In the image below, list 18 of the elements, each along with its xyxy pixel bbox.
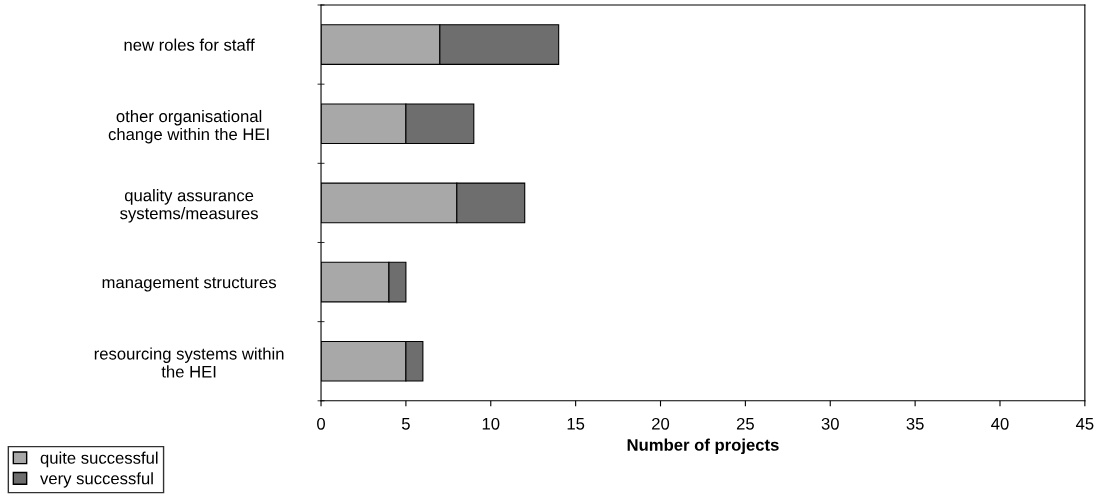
legend-label: very successful (40, 472, 153, 488)
legend-label: quite successful (40, 451, 158, 468)
y-tick-label: resourcing systems within the HEI (94, 347, 284, 378)
x-tick-label: 0 (317, 417, 326, 430)
x-axis-title: Number of projects (627, 438, 779, 455)
x-tick-label: 25 (736, 417, 754, 430)
y-tick-label: management structures (102, 277, 277, 292)
x-tick-label: 40 (991, 417, 1009, 430)
x-tick-label: 45 (1075, 418, 1094, 430)
x-tick-label: 35 (906, 417, 924, 430)
y-tick-label: quality assurance systems/measures (120, 189, 258, 223)
x-tick-label: 30 (821, 417, 839, 430)
x-tick-label: 20 (652, 417, 670, 430)
x-tick-label: 10 (482, 417, 500, 430)
x-tick-label: 15 (567, 418, 585, 430)
y-tick-label: other organisational change within the HEI (108, 109, 269, 144)
y-tick-label: new roles for staff (124, 38, 255, 51)
x-tick-label: 5 (401, 418, 410, 430)
